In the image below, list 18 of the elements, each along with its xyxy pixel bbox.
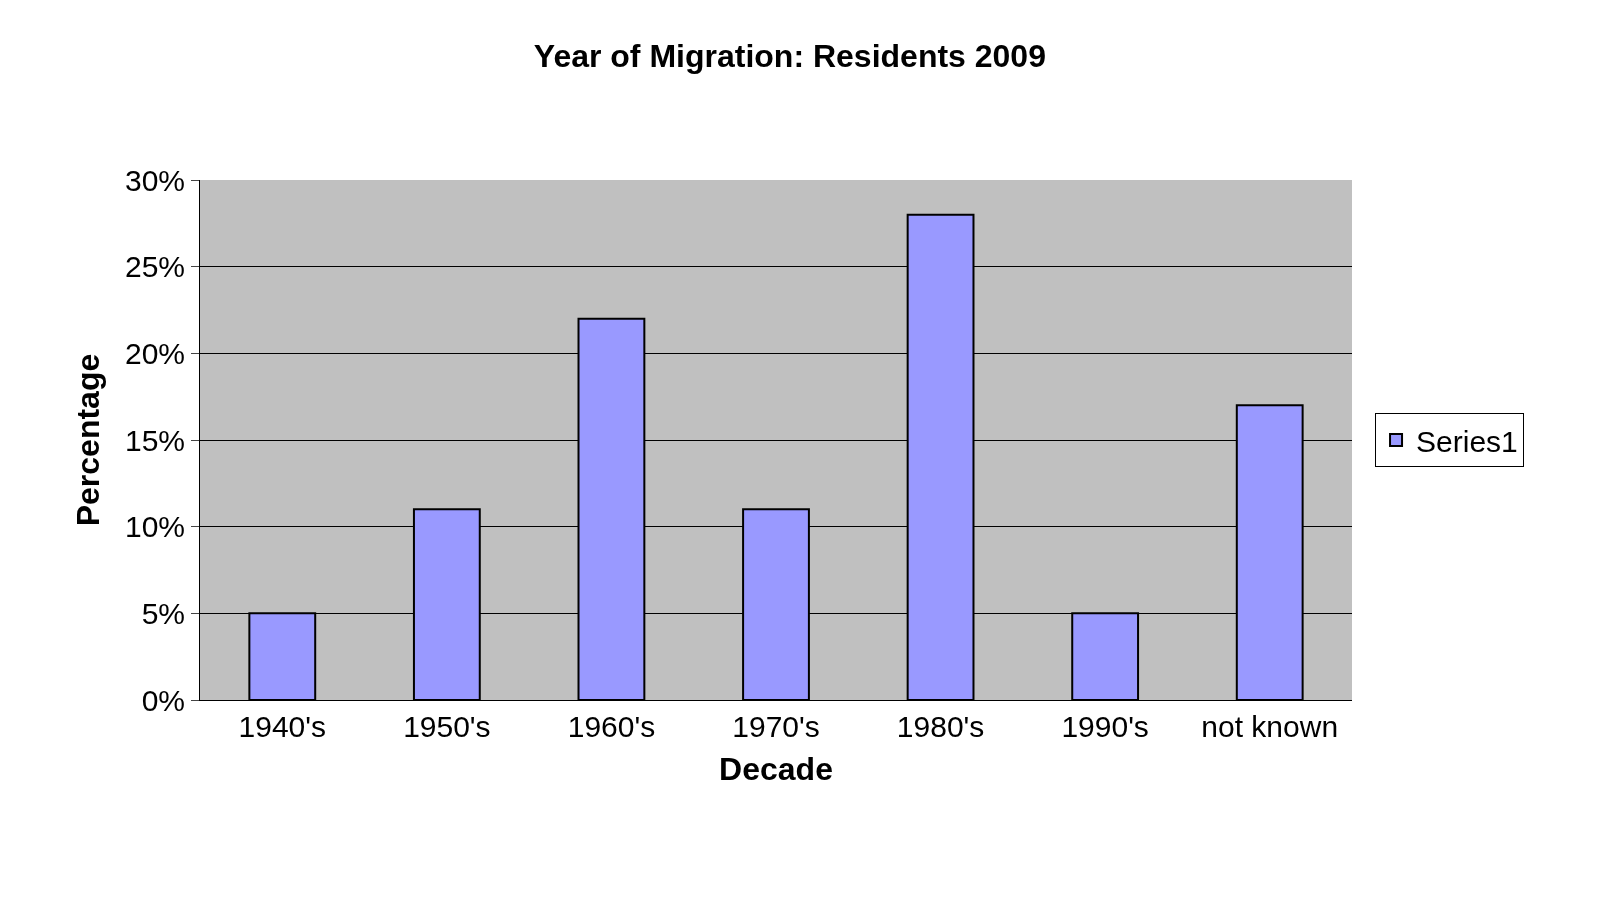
- x-tick-label: 1960's: [567, 710, 656, 743]
- chart-title: Year of Migration: Residents 2009: [533, 38, 1046, 75]
- x-tick-label: 1940's: [238, 710, 327, 743]
- y-tick-label: 5%: [141, 596, 185, 630]
- x-tick-label: 1990's: [1061, 710, 1149, 743]
- x-tick-label: 1950's: [403, 710, 491, 743]
- x-tick-label: not known: [1201, 710, 1339, 743]
- y-tick-label: 20%: [124, 336, 185, 370]
- x-tick-label: 1980's: [896, 710, 985, 743]
- y-tick-label: 30%: [124, 163, 185, 197]
- y-tick-label: 0%: [141, 683, 185, 717]
- y-tick-label: 15%: [124, 423, 185, 457]
- y-axis-title: Percentage: [70, 353, 107, 527]
- x-tick-label: 1970's: [732, 710, 820, 743]
- y-tick-label: 10%: [124, 510, 185, 544]
- x-axis-title: Decade: [719, 750, 833, 787]
- y-tick-label: 25%: [124, 250, 185, 284]
- legend-label: Series1: [1416, 424, 1518, 458]
